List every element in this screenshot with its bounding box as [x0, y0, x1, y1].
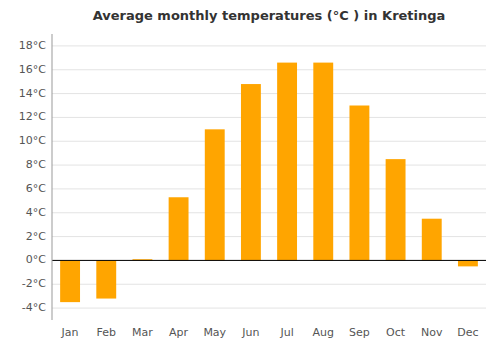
bar	[241, 84, 261, 260]
chart-container: Average monthly temperatures (°C ) in Kr…	[0, 0, 500, 350]
grid-line	[52, 188, 486, 189]
grid-line	[52, 45, 486, 46]
grid-line	[52, 260, 486, 261]
grid-line	[52, 308, 486, 309]
bar	[96, 260, 116, 298]
y-tick-label: 8°C	[26, 158, 46, 171]
bar	[205, 129, 225, 260]
y-tick-label: 18°C	[19, 39, 46, 52]
y-tick-label: 10°C	[19, 134, 46, 147]
y-tick-label: 6°C	[26, 182, 46, 195]
zero-line	[52, 260, 486, 261]
bar	[313, 63, 333, 261]
y-tick-label: 12°C	[19, 110, 46, 123]
grid	[52, 46, 486, 308]
y-tick-label: 0°C	[26, 253, 46, 266]
x-tick-label: Sep	[349, 326, 370, 339]
grid-line	[52, 69, 486, 70]
x-tick-label: Dec	[457, 326, 478, 339]
x-tick-label: Apr	[169, 326, 189, 339]
x-tick-label: Aug	[313, 326, 334, 339]
y-tick-label: 16°C	[19, 63, 46, 76]
x-tick-label: Jun	[241, 326, 259, 339]
bar	[60, 260, 80, 302]
x-tick-label: Jul	[279, 326, 293, 339]
bar	[386, 159, 406, 260]
grid-line	[52, 141, 486, 142]
bar	[458, 260, 478, 266]
y-tick-label: -4°C	[22, 301, 46, 314]
grid-line	[52, 212, 486, 213]
y-tick-label: 4°C	[26, 206, 46, 219]
bar	[422, 219, 442, 261]
x-tick-label: Oct	[386, 326, 406, 339]
x-tick-label: Nov	[421, 326, 443, 339]
y-axis-line	[52, 34, 53, 320]
chart: Average monthly temperatures (°C ) in Kr…	[0, 0, 500, 350]
y-tick-label: -2°C	[22, 277, 46, 290]
x-tick-label: Feb	[97, 326, 116, 339]
bar	[349, 106, 369, 261]
x-tick-label: Jan	[61, 326, 79, 339]
bar	[277, 63, 297, 261]
grid-line	[52, 236, 486, 237]
y-tick-label: 14°C	[19, 87, 46, 100]
x-tick-label: Mar	[132, 326, 153, 339]
y-axis: -4°C -2°C 0°C 2°C 4°C 6°C 8°C 10°C 12°C 14°C 16°C 1…	[19, 39, 46, 314]
x-tick-label: May	[203, 326, 226, 339]
x-axis: Jan Feb Mar Apr May Jun Jul Aug Sep Oct Nov Dec	[61, 326, 479, 339]
grid-line	[52, 117, 486, 118]
bar	[169, 197, 189, 260]
bars	[60, 63, 478, 303]
title: Average monthly temperatures (°C ) in Kr…	[93, 8, 446, 23]
grid-line	[52, 165, 486, 166]
grid-line	[52, 93, 486, 94]
grid-line	[52, 284, 486, 285]
y-tick-label: 2°C	[26, 230, 46, 243]
